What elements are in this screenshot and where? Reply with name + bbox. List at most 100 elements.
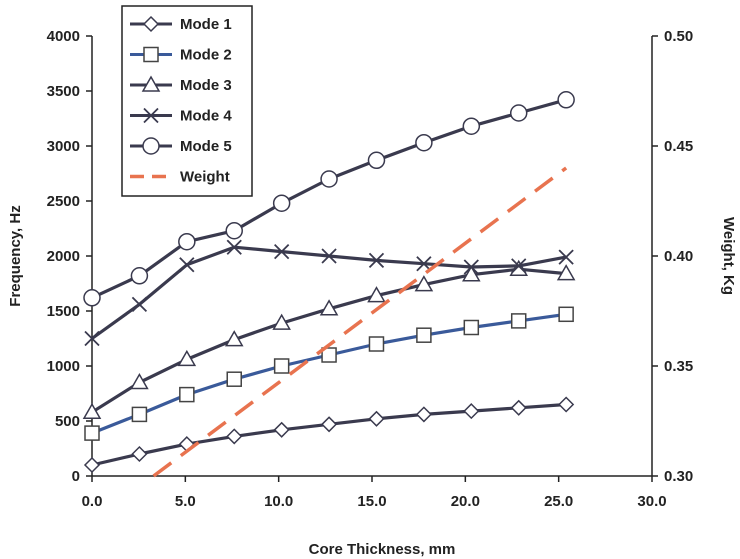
- x-marker-stroke: [321, 248, 337, 264]
- series-layer: [82, 91, 576, 478]
- data-point-mode-3: [462, 265, 481, 282]
- data-point-mode-3: [272, 313, 291, 330]
- data-point-mode-4: [463, 259, 479, 275]
- y-tick-label: 2000: [47, 248, 80, 265]
- data-point-mode-4: [179, 257, 195, 273]
- data-point-mode-3: [556, 264, 576, 281]
- x-tick-label: 0.0: [82, 493, 103, 510]
- data-point-mode-3: [319, 299, 339, 316]
- y-tick-label: 4000: [47, 28, 80, 45]
- series-line-mode-1: [91, 402, 567, 467]
- series-mode-3: [82, 259, 576, 419]
- x-marker-stroke: [368, 252, 385, 269]
- data-point-mode-5: [462, 117, 481, 135]
- x-marker-stroke: [84, 330, 100, 347]
- y-tick-label: 500: [55, 413, 80, 430]
- y-axis-title: Frequency, Hz: [7, 205, 24, 306]
- data-point-mode-2: [226, 371, 242, 387]
- y2-tick-label: 0.30: [664, 468, 693, 485]
- data-point-mode-3: [130, 372, 149, 390]
- series-mode-5: [83, 91, 575, 307]
- data-point-mode-4: [558, 249, 574, 265]
- y-tick-label: 3000: [47, 138, 80, 155]
- data-point-mode-3: [509, 259, 529, 276]
- data-point-mode-1: [273, 421, 290, 438]
- data-point-mode-3: [414, 275, 434, 292]
- legend-marker-mode-4: [143, 107, 159, 124]
- legend-entry-mode-4: Mode 4: [130, 108, 232, 125]
- data-point-mode-3: [367, 286, 386, 303]
- legend-label-mode-5: Mode 5: [180, 138, 232, 155]
- y-tick-label: 2500: [47, 193, 80, 210]
- series-line-weight: [152, 166, 568, 478]
- data-point-mode-1: [83, 456, 101, 474]
- legend-marker-mode-1: [142, 15, 160, 33]
- data-point-mode-4: [84, 330, 100, 347]
- x-tick-label: 15.0: [357, 493, 386, 510]
- data-point-mode-2: [179, 386, 195, 403]
- x-marker-stroke: [131, 296, 148, 313]
- y-tick-label: 1000: [47, 358, 80, 375]
- y2-tick-label: 0.35: [664, 358, 693, 375]
- data-point-mode-5: [415, 133, 433, 152]
- data-point-mode-3: [224, 330, 244, 347]
- data-point-mode-3: [82, 402, 102, 419]
- data-point-mode-1: [368, 410, 385, 427]
- data-point-mode-5: [320, 170, 338, 188]
- data-point-mode-5: [225, 221, 243, 240]
- data-point-mode-4: [368, 252, 385, 269]
- series-mode-2: [84, 306, 574, 441]
- data-point-mode-1: [226, 428, 243, 445]
- legend-box: [121, 5, 253, 197]
- legend-marker-mode-2: [143, 46, 159, 63]
- x-marker-stroke: [143, 107, 159, 124]
- data-point-mode-2: [273, 358, 290, 374]
- data-point-mode-2: [321, 347, 337, 363]
- data-point-mode-4: [274, 243, 290, 260]
- data-point-mode-4: [226, 239, 242, 255]
- data-point-mode-5: [509, 104, 528, 122]
- x-tick-label: 20.0: [451, 493, 480, 510]
- x-tick-label: 5.0: [175, 493, 196, 510]
- series-weight: [152, 166, 568, 478]
- data-point-mode-1: [131, 445, 148, 463]
- data-point-mode-2: [84, 425, 100, 441]
- y2-axis-title: Weight, Kg: [720, 217, 737, 295]
- data-point-mode-5: [272, 194, 291, 212]
- data-point-mode-4: [511, 258, 527, 274]
- legend-entry-weight: Weight: [130, 169, 230, 186]
- data-point-mode-2: [558, 306, 574, 323]
- data-point-mode-2: [131, 406, 148, 423]
- data-point-mode-3: [177, 349, 197, 367]
- data-point-mode-2: [463, 319, 480, 336]
- data-point-mode-4: [416, 256, 432, 272]
- series-mode-1: [83, 396, 575, 474]
- y2-tick-label: 0.40: [664, 248, 693, 265]
- x-marker-stroke: [179, 257, 195, 273]
- legend-label-mode-4: Mode 4: [180, 108, 232, 125]
- data-point-mode-2: [510, 313, 527, 329]
- series-mode-4: [84, 239, 574, 347]
- legend-marker-mode-5: [142, 137, 160, 155]
- legend-label-mode-3: Mode 3: [180, 77, 232, 94]
- x-marker-stroke: [558, 249, 574, 265]
- x-marker-stroke: [226, 239, 242, 255]
- data-point-mode-4: [131, 296, 148, 313]
- legend-entry-mode-5: Mode 5: [130, 137, 232, 155]
- y-tick-label: 3500: [47, 83, 80, 100]
- data-point-mode-2: [416, 327, 432, 343]
- y-tick-label: 1500: [47, 303, 80, 320]
- data-point-mode-5: [83, 289, 101, 307]
- data-point-mode-2: [368, 336, 385, 352]
- legend-entry-mode-1: Mode 1: [130, 15, 232, 33]
- x-axis-title: Core Thickness, mm: [309, 541, 456, 558]
- x-marker-stroke: [274, 243, 290, 260]
- x-tick-label: 10.0: [264, 493, 293, 510]
- data-point-mode-5: [130, 267, 149, 285]
- x-tick-label: 25.0: [544, 493, 573, 510]
- axes-layer: 0.0 5.0 10.0 15.0 20.0 25.0 30.0 0 500 1000 1500 20…: [7, 28, 737, 558]
- x-marker-stroke: [511, 258, 527, 274]
- legend-label-mode-1: Mode 1: [180, 16, 232, 33]
- series-line-mode-2: [91, 312, 567, 435]
